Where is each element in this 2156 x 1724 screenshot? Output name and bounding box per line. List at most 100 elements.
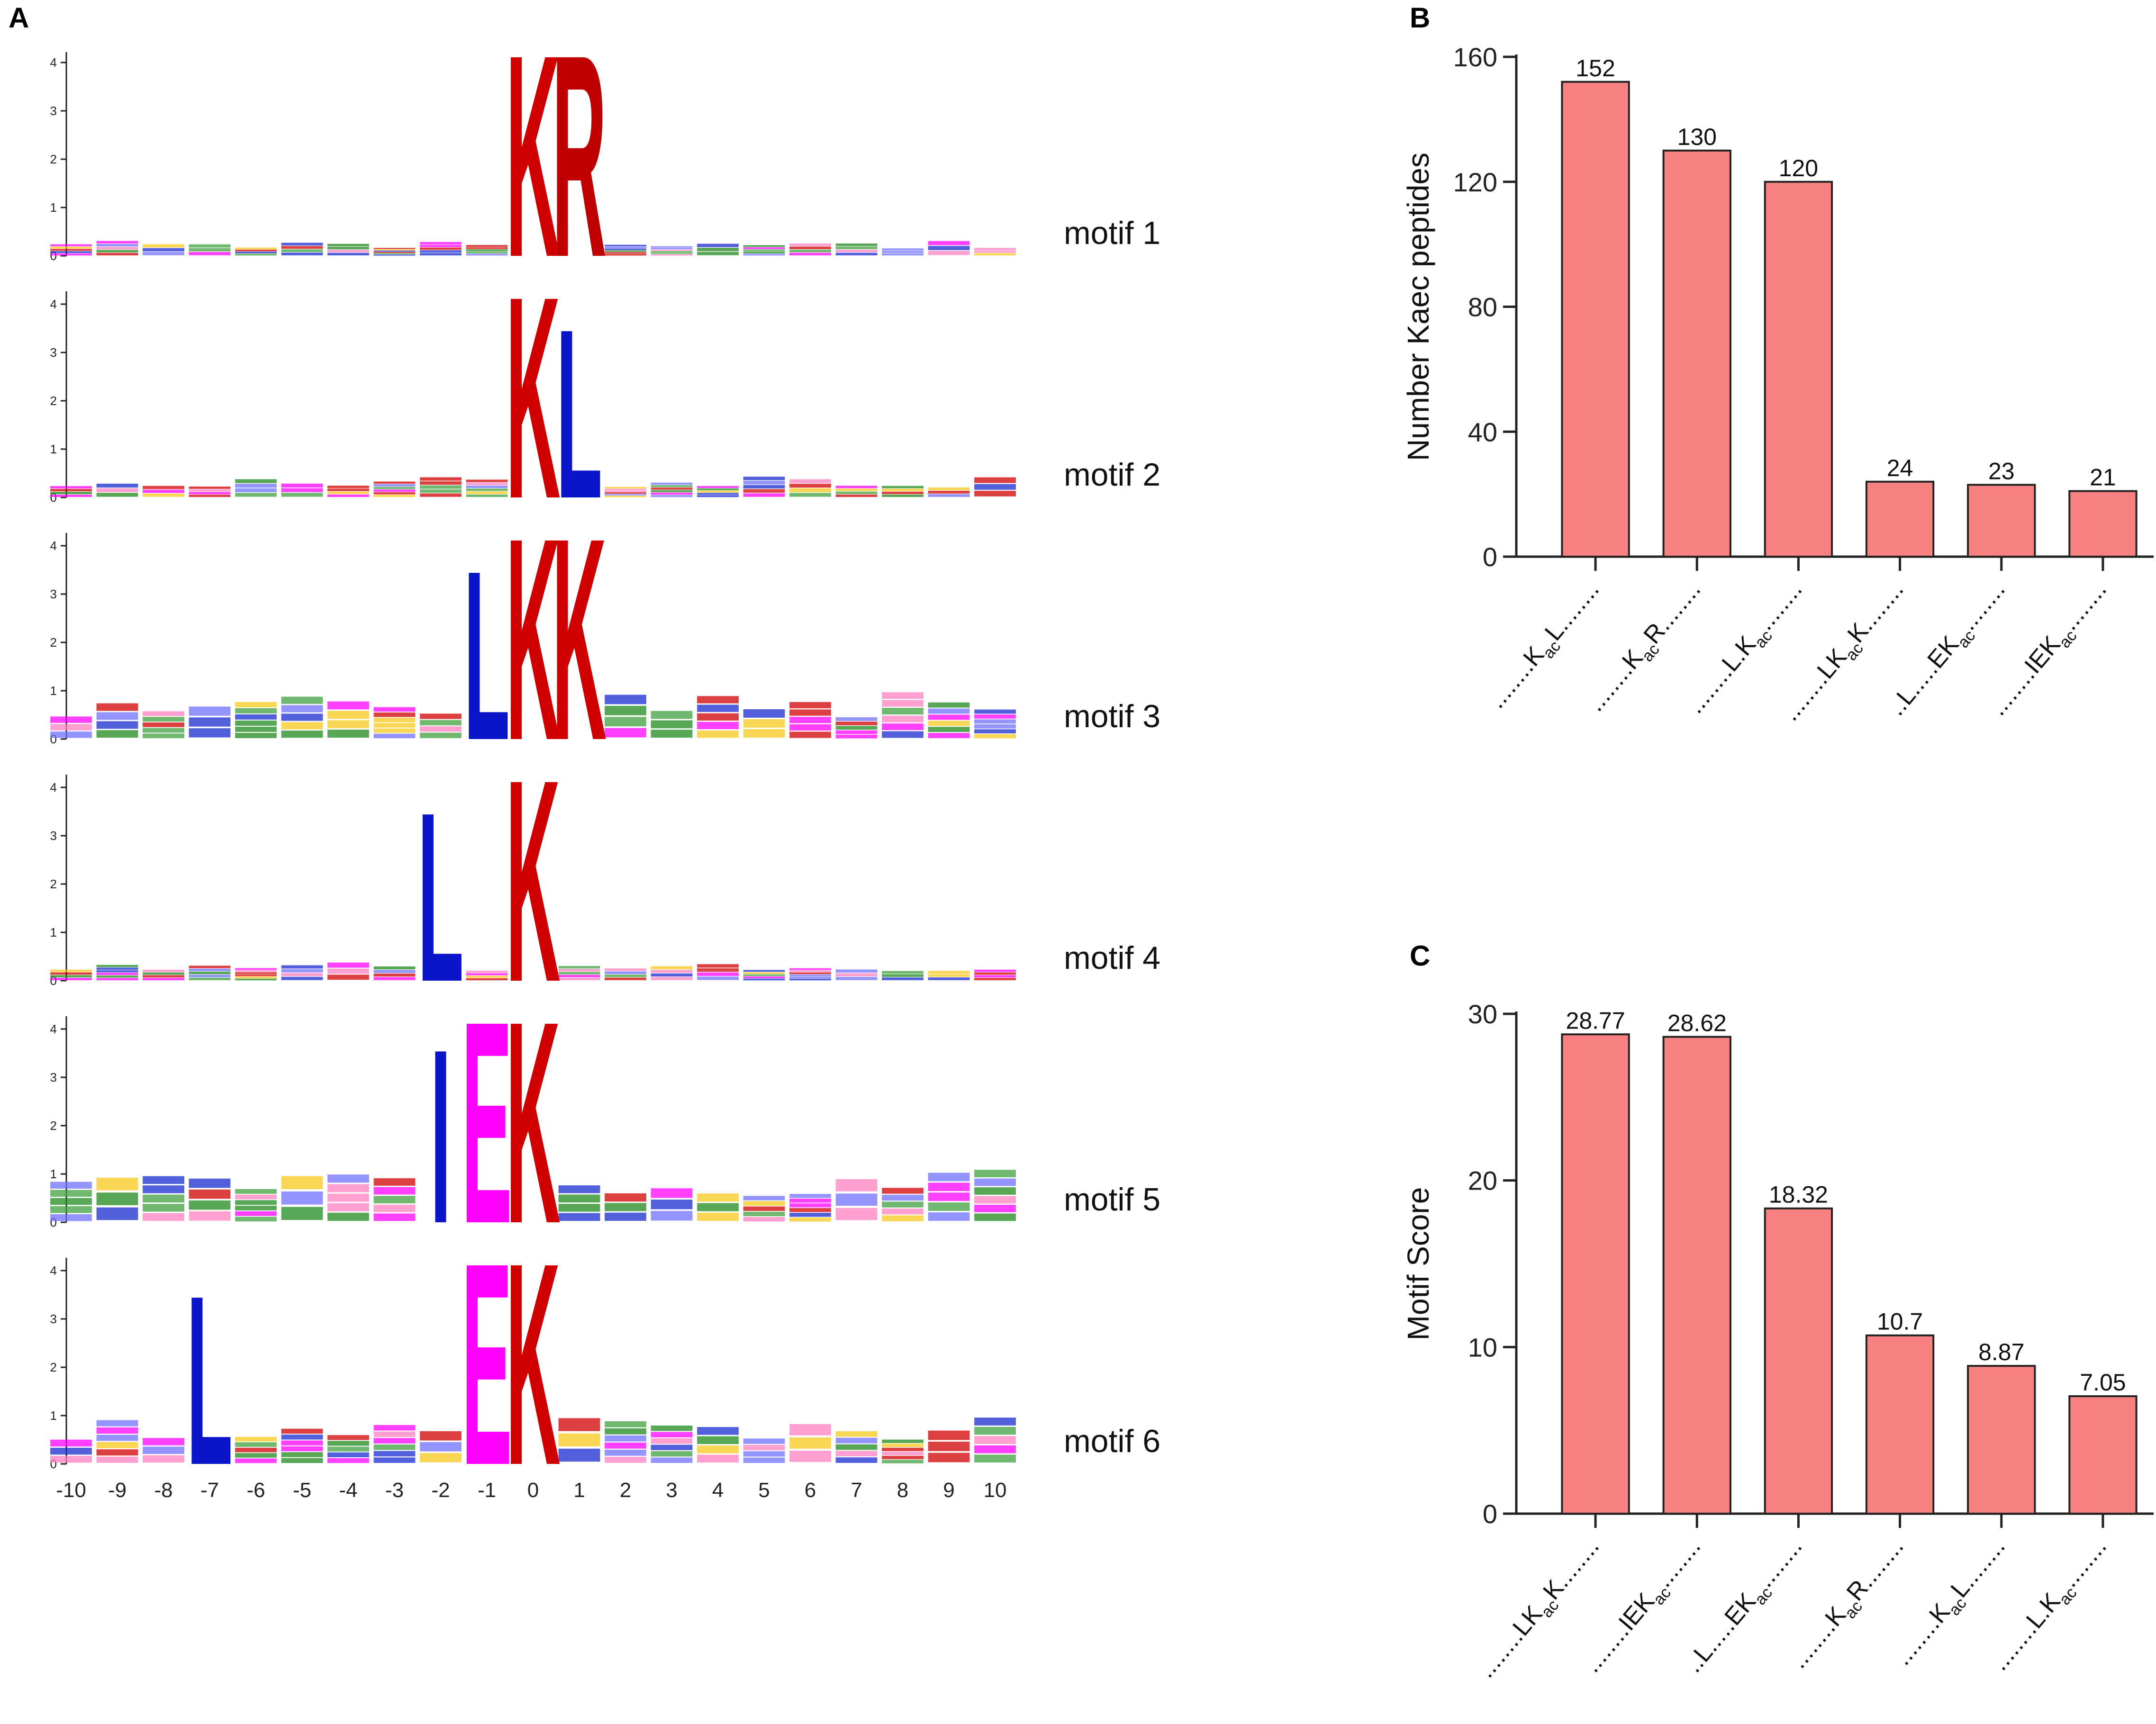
logo-noise-block (605, 705, 646, 715)
logo-noise-block (373, 253, 416, 254)
x-tick-label-part: ........L.K (1681, 631, 1761, 719)
logo-noise-block (789, 702, 831, 709)
logo-noise-block (235, 488, 277, 492)
logo-noise-block (835, 717, 878, 721)
logo-noise-block (835, 246, 878, 249)
logo-row: 0 1 2 3 4 L EK motif 6 (50, 1203, 1161, 1525)
logo-noise-block (558, 1418, 600, 1431)
logo-x-tick-label: 1 (573, 1479, 585, 1502)
logo-noise-block (974, 1445, 1016, 1453)
logo-noise-block (466, 479, 508, 482)
logo-noise-block (928, 1430, 970, 1440)
logo-noise-block (235, 714, 277, 720)
y-tick-label: 0 (1483, 542, 1497, 572)
logo-noise-block (789, 1424, 831, 1435)
x-tick-label-part: ........ (2056, 1533, 2112, 1592)
panel-c-label: C (1410, 940, 1430, 972)
logo-noise-block (558, 1213, 600, 1221)
bar (1865, 1334, 1935, 1515)
logo-noise-block (743, 247, 785, 249)
logo-noise-block (651, 492, 693, 495)
logo-noise-block (281, 1207, 323, 1220)
logo-noise-block (651, 1188, 693, 1198)
logo-noise-block (743, 976, 785, 978)
logo-y-tick-label: 1 (50, 442, 57, 456)
logo-noise-block (697, 964, 739, 968)
logo-y-tick-label: 2 (50, 394, 57, 408)
logo-noise-block (835, 977, 878, 980)
logo-noise-block (50, 253, 92, 256)
logo-noise-block (928, 1212, 970, 1221)
logo-noise-block (605, 246, 646, 248)
logo-noise-block (189, 717, 231, 727)
logo-noise-block (50, 1439, 92, 1447)
logo-noise-block (327, 1203, 369, 1211)
logo-noise-block (143, 711, 184, 716)
logo-y-tick-label: 4 (50, 1022, 57, 1036)
logo-noise-block (558, 975, 600, 977)
logo-noise-block (974, 724, 1016, 729)
logo-noise-block (697, 488, 739, 490)
logo-noise-block (373, 1204, 416, 1212)
logo-noise-block (974, 1170, 1016, 1177)
logo-noise-block (235, 493, 277, 497)
logo-noise-block (235, 726, 277, 732)
motif-label: motif 4 (1064, 940, 1160, 976)
logo-noise-block (189, 975, 231, 977)
logo-noise-block (96, 493, 138, 497)
logo-noise-block (928, 487, 970, 490)
logo-noise-block (882, 1452, 924, 1455)
logo-noise-block (789, 484, 831, 488)
logo-noise-block (327, 1174, 369, 1183)
logo-noise-block (50, 246, 92, 249)
logo-noise-block (974, 490, 1016, 496)
logo-noise-block (743, 1451, 785, 1457)
logo-noise-block (327, 1212, 369, 1221)
logo-x-tick-label: -8 (154, 1479, 172, 1502)
logo-noise-block (373, 966, 416, 970)
y-axis-title: Number Kaec peptides (1401, 153, 1435, 461)
x-tick-label-part: ........ (2056, 576, 2112, 635)
logo-noise-block (882, 1444, 924, 1447)
y-tick-label: 0 (1483, 1499, 1497, 1529)
logo-noise-block (281, 243, 323, 246)
logo-noise-block (327, 1435, 369, 1440)
logo-letter-K: K (552, 478, 607, 801)
logo-noise-block (420, 477, 462, 481)
logo-noise-block (605, 488, 646, 490)
logo-noise-block (281, 722, 323, 730)
logo-noise-block (882, 1194, 924, 1201)
logo-noise-block (558, 977, 600, 981)
bar (1662, 1036, 1731, 1515)
logo-noise-block (605, 968, 646, 971)
bar-value-label: 7.05 (2080, 1369, 2126, 1396)
logo-noise-block (651, 248, 693, 249)
logo-noise-block (974, 1205, 1016, 1212)
logo-noise-block (789, 253, 831, 256)
logo-noise-block (235, 1447, 277, 1453)
logo-noise-block (882, 1208, 924, 1215)
logo-noise-block (373, 733, 416, 739)
logo-noise-block (743, 1196, 785, 1200)
logo-noise-block (789, 974, 831, 976)
logo-noise-block (235, 708, 277, 713)
logo-x-tick-label: -6 (246, 1479, 265, 1502)
logo-y-tick-label: 1 (50, 684, 57, 698)
logo-noise-block (96, 1435, 138, 1441)
logo-noise-block (974, 477, 1016, 483)
bar-value-label: 130 (1677, 124, 1717, 150)
logo-x-tick-label: 8 (897, 1479, 908, 1502)
logo-noise-block (605, 252, 646, 254)
bar-value-label: 120 (1779, 155, 1818, 181)
logo-noise-block (50, 1455, 92, 1463)
logo-noise-block (697, 976, 739, 980)
logo-noise-block (928, 246, 970, 251)
logo-y-tick-label: 4 (50, 55, 57, 70)
logo-noise-block (882, 977, 924, 980)
logo-y-tick-label: 3 (50, 829, 57, 843)
logo-noise-block (96, 244, 138, 247)
logo-noise-block (373, 977, 416, 980)
logo-noise-block (928, 727, 970, 732)
logo-noise-block (743, 1217, 785, 1222)
